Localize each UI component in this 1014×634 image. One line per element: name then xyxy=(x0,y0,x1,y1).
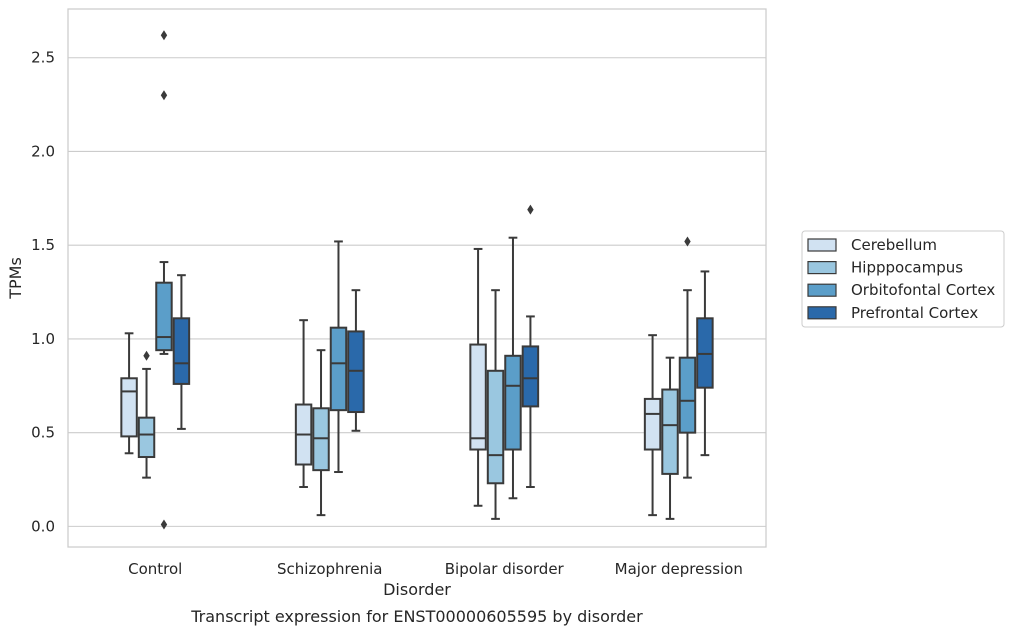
box xyxy=(678,356,697,434)
x-tick-label: Bipolar disorder xyxy=(445,560,565,578)
y-tick-label: 0.0 xyxy=(31,517,55,535)
box-plot xyxy=(504,236,522,500)
box-plot xyxy=(294,319,313,489)
legend-label: Orbitofontal Cortex xyxy=(851,281,995,299)
x-axis-label: Disorder xyxy=(383,580,451,599)
box xyxy=(329,326,348,412)
box-plot xyxy=(696,270,714,457)
box xyxy=(137,416,156,459)
legend-swatch xyxy=(807,261,837,275)
legend: Cerebellum Hipppocampus Orbitofontal Corte… xyxy=(801,230,1005,328)
outlier-point xyxy=(160,90,168,101)
box-plot xyxy=(469,247,487,507)
y-tick-label: 1.5 xyxy=(31,236,55,254)
box xyxy=(120,377,138,438)
box-plot xyxy=(678,236,697,479)
box-plot xyxy=(155,30,173,530)
box xyxy=(661,388,679,475)
outlier-point xyxy=(143,350,150,361)
outlier-point xyxy=(684,236,691,247)
box-plot xyxy=(486,289,505,520)
outlier-point xyxy=(160,30,168,41)
y-axis-label: TPMs xyxy=(6,257,25,300)
outlier-point xyxy=(160,519,168,530)
box xyxy=(486,369,505,485)
x-tick-label: Major depression xyxy=(615,560,743,578)
legend-swatch xyxy=(807,238,837,252)
box xyxy=(643,397,662,451)
legend-label: Cerebellum xyxy=(851,236,937,254)
box-plot xyxy=(329,240,348,474)
legend-label: Prefrontal Cortex xyxy=(851,304,978,322)
box xyxy=(172,317,191,385)
y-axis-ticks: 0.0 0.5 1.0 1.5 2.0 2.5 xyxy=(31,49,55,536)
box xyxy=(504,354,522,451)
box-plot xyxy=(172,274,191,430)
outlier-point xyxy=(527,204,534,215)
box xyxy=(521,345,540,408)
x-axis-ticks: Control Schizophrenia Bipolar disorder Majo… xyxy=(128,560,743,578)
y-tick-label: 2.5 xyxy=(31,49,55,67)
box xyxy=(155,281,173,352)
legend-frame xyxy=(801,230,1005,328)
plot-area-background xyxy=(68,9,766,547)
box-plot xyxy=(643,334,662,517)
legend-swatch xyxy=(807,306,837,320)
chart-caption: Transcript expression for ENST0000060559… xyxy=(190,607,643,626)
y-tick-label: 2.0 xyxy=(31,142,55,160)
y-tick-label: 1.0 xyxy=(31,330,55,348)
box-plot xyxy=(312,349,330,517)
x-tick-label: Control xyxy=(128,560,182,578)
y-tick-label: 0.5 xyxy=(31,424,55,442)
x-tick-label: Schizophrenia xyxy=(277,560,382,578)
box-plot xyxy=(521,204,540,489)
legend-swatch xyxy=(807,283,837,297)
box-groups xyxy=(120,30,714,530)
legend-item: Orbitofontal Cortex xyxy=(807,281,995,299)
plot-area-frame xyxy=(67,8,767,548)
legend-item: Hipppocampus xyxy=(807,259,963,277)
box xyxy=(469,343,487,451)
legend-item: Cerebellum xyxy=(807,236,937,254)
box-plot xyxy=(120,332,138,455)
box-plot xyxy=(137,350,156,479)
box-plot xyxy=(661,356,679,520)
legend-label: Hipppocampus xyxy=(851,259,963,277)
box-plot xyxy=(347,289,365,432)
legend-item: Prefrontal Cortex xyxy=(807,304,978,322)
